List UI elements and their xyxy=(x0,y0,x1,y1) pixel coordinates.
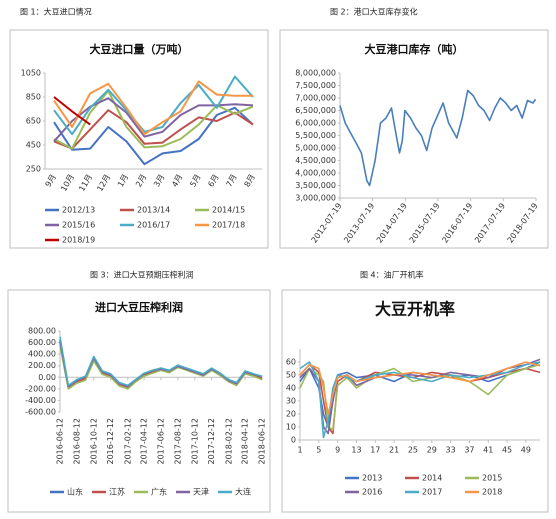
series-line xyxy=(53,109,254,150)
x-tick-label: 49 xyxy=(521,446,531,455)
legend-label: 大连 xyxy=(235,487,251,497)
y-tick-label: 850 xyxy=(26,93,41,102)
y-tick-label: 3,000,000 xyxy=(295,194,336,203)
y-tick-label: 6,000,000 xyxy=(295,119,336,128)
y-tick-label: 250 xyxy=(26,165,41,174)
y-tick-label: 5,500,000 xyxy=(295,131,336,140)
x-tick-label: 33 xyxy=(445,446,455,455)
y-tick-label: 4,000,000 xyxy=(295,169,336,178)
series-line xyxy=(53,80,253,136)
chart-title: 进口大豆压榨利润 xyxy=(95,300,183,314)
legend-label: 2012/13 xyxy=(62,206,95,215)
y-tick-label: 1050 xyxy=(21,69,41,78)
x-tick-label: 2017-02-12 xyxy=(123,418,132,465)
x-tick-label: 2016-06-12 xyxy=(56,418,65,465)
x-tick-label: 1 xyxy=(297,446,302,455)
legend-label: 2013 xyxy=(362,474,382,483)
y-tick-label: 0 xyxy=(291,436,296,445)
x-tick-label: 2017-08-12 xyxy=(173,418,182,465)
x-tick-label: 2017-06-12 xyxy=(157,418,166,465)
chart-title: 大豆进口量（万吨） xyxy=(90,42,189,56)
y-tick-label: 7,500,000 xyxy=(295,81,336,90)
series-line xyxy=(299,361,541,415)
chart-title: 大豆开机率 xyxy=(375,300,455,319)
x-tick-label: 2018-06-12 xyxy=(258,418,267,465)
x-tick-label: 21 xyxy=(389,446,399,455)
series-line xyxy=(339,89,537,187)
legend-label: 2014/15 xyxy=(212,206,245,215)
chart-title: 大豆港口库存（吨） xyxy=(365,42,464,56)
legend-label: 2013/14 xyxy=(137,206,170,215)
y-tick-label: -200.00 xyxy=(25,384,56,393)
y-tick-label: 7,000,000 xyxy=(295,94,336,103)
y-tick-label: 10 xyxy=(286,423,296,432)
y-tick-label: 600.00 xyxy=(28,338,56,347)
x-tick-label: 41 xyxy=(483,446,493,455)
x-tick-label: 45 xyxy=(502,446,512,455)
y-tick-label: 0.00 xyxy=(38,373,56,382)
y-tick-label: 4,500,000 xyxy=(295,156,336,165)
x-tick-label: 2017-12-12 xyxy=(207,418,216,465)
y-tick-label: 200.00 xyxy=(28,361,56,370)
legend-label: 2015 xyxy=(482,474,502,483)
y-tick-label: 450 xyxy=(26,141,41,150)
chart-frame xyxy=(279,29,549,249)
y-tick-label: 8,000,000 xyxy=(295,69,336,78)
x-tick-label: 37 xyxy=(464,446,474,455)
legend-label: 江苏 xyxy=(109,487,125,497)
series-line xyxy=(53,90,254,150)
x-tick-label: 5 xyxy=(316,446,321,455)
y-tick-label: 60 xyxy=(286,358,296,367)
series-line xyxy=(53,106,254,166)
legend-label: 2018/19 xyxy=(62,236,95,245)
legend-label: 2017/18 xyxy=(212,221,245,230)
y-tick-label: 6,500,000 xyxy=(295,106,336,115)
y-tick-label: 800.00 xyxy=(28,327,56,336)
legend-label: 2017 xyxy=(422,488,442,497)
legend-label: 2015/16 xyxy=(62,221,95,230)
x-tick-label: 25 xyxy=(408,446,418,455)
y-tick-label: 400.00 xyxy=(28,350,56,359)
legend-label: 广东 xyxy=(151,487,167,497)
x-tick-label: 2016-12-12 xyxy=(106,418,115,465)
series-line xyxy=(59,345,263,390)
chart-frame xyxy=(7,289,271,513)
figure-caption: 图 2：港口大豆库存变化 xyxy=(330,7,418,17)
figure-caption: 图 1：大豆进口情况 xyxy=(20,7,92,17)
y-tick-label: 650 xyxy=(26,117,41,126)
legend-label: 2016/17 xyxy=(137,221,170,230)
x-tick-label: 17 xyxy=(370,446,380,455)
x-tick-label: 13 xyxy=(351,446,361,455)
legend-label: 2018 xyxy=(482,488,502,497)
legend-label: 2016 xyxy=(362,488,382,497)
y-tick-label: -400.00 xyxy=(25,396,56,405)
series-line xyxy=(53,96,91,126)
x-tick-label: 2016-08-12 xyxy=(72,418,81,465)
legend-label: 天津 xyxy=(193,487,209,497)
x-tick-label: 2016-10-12 xyxy=(89,418,98,465)
y-tick-label: -600.00 xyxy=(25,408,56,417)
y-tick-label: 40 xyxy=(286,384,296,393)
x-tick-label: 2018-02-12 xyxy=(224,418,233,465)
x-tick-label: 2017-10-12 xyxy=(190,418,199,465)
chart-frame xyxy=(9,29,269,249)
series-line xyxy=(59,336,263,387)
legend-label: 山东 xyxy=(67,487,83,497)
x-tick-label: 29 xyxy=(427,446,437,455)
x-tick-label: 9 xyxy=(335,446,340,455)
y-tick-label: 30 xyxy=(286,397,296,406)
y-tick-label: 3,500,000 xyxy=(295,181,336,190)
x-tick-label: 2017-04-12 xyxy=(140,418,149,465)
figure-caption: 图 3：进口大豆预期压榨利润 xyxy=(90,270,194,280)
y-tick-label: 5,000,000 xyxy=(295,144,336,153)
x-tick-label: 2018-04-12 xyxy=(241,418,250,465)
y-tick-label: 20 xyxy=(286,410,296,419)
figure-caption: 图 4：油厂开机率 xyxy=(360,270,424,280)
legend-label: 2014 xyxy=(422,474,442,483)
series-line xyxy=(53,97,254,143)
y-tick-label: 50 xyxy=(286,371,296,380)
